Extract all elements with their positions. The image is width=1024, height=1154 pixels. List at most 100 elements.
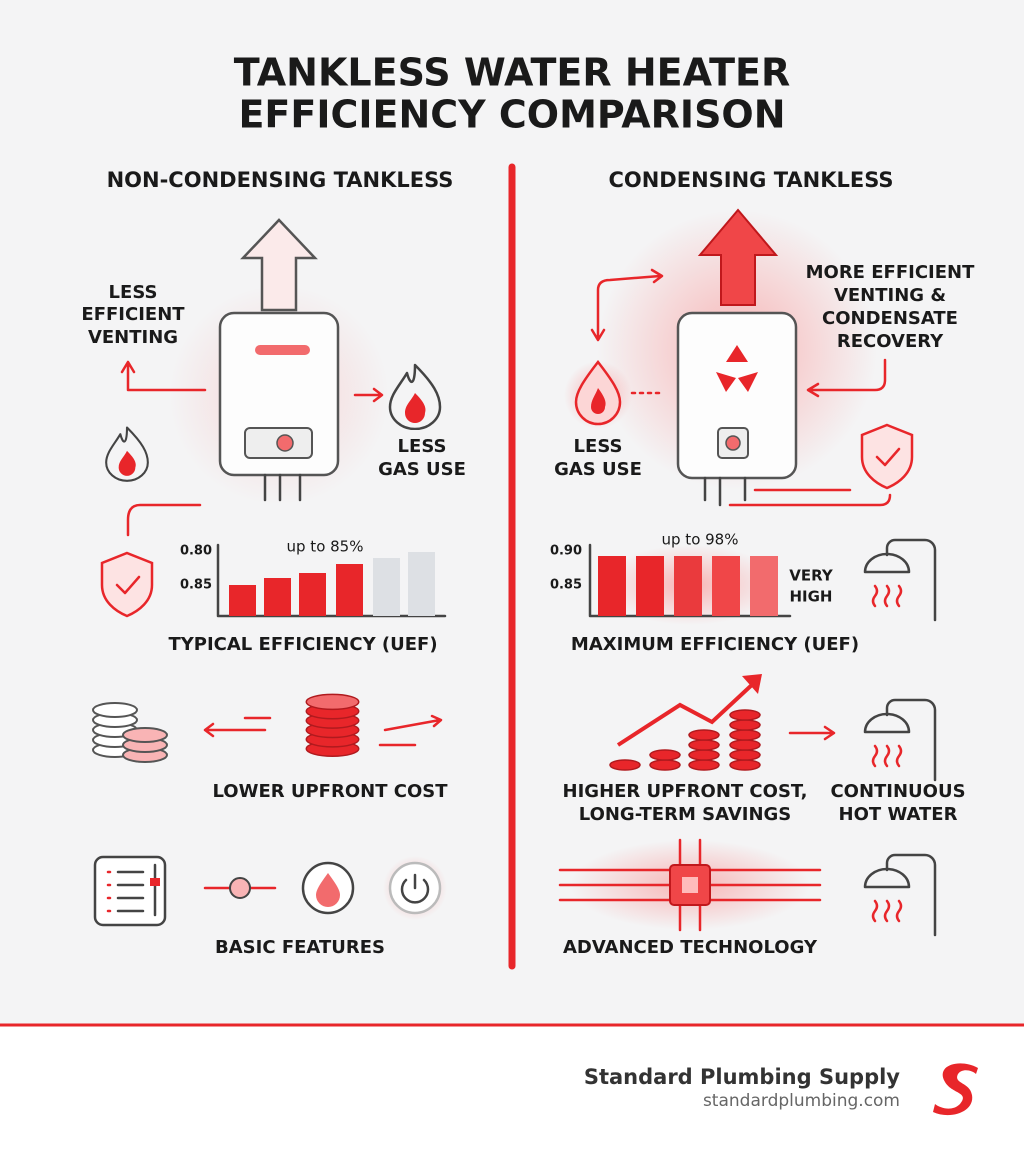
label: 0.80 — [180, 544, 212, 559]
cost-illustration-part-part — [688, 759, 720, 771]
cost-illustration-part-part — [92, 702, 138, 718]
cost-illustration-part-part — [688, 739, 720, 751]
features-illustration-part — [106, 870, 112, 913]
cost-illustration-part-part — [649, 749, 681, 761]
heater-illustration — [169, 218, 389, 505]
label: NON-CONDENSING TANKLESS — [107, 168, 454, 192]
footer-part — [0, 1025, 1024, 1154]
label: MAXIMUM EFFICIENCY (UEF) — [571, 634, 859, 655]
cost-illustration: HIGHER UPFRONT COST, LONG-TERM SAVINGS — [563, 674, 836, 825]
label: VERY — [789, 567, 834, 585]
cost-illustration-part-part — [688, 749, 720, 761]
label: HOT WATER — [839, 804, 958, 825]
cost-illustration-part-part — [729, 739, 761, 751]
cost-illustration-part-part — [729, 759, 761, 771]
cost-illustration-part — [305, 693, 360, 757]
label: EFFICIENT — [81, 304, 185, 325]
heater-illustration-part — [240, 218, 318, 312]
efficiency-chart-part — [408, 552, 435, 616]
label: Standard Plumbing Supply — [584, 1065, 900, 1089]
label: standardplumbing.com — [703, 1091, 900, 1111]
chip-illustration-part — [558, 838, 822, 932]
cost-illustration-part — [378, 714, 443, 747]
label: HIGHER UPFRONT COST, — [563, 781, 808, 802]
heater-illustration-part — [703, 476, 747, 507]
label: EFFICIENCY COMPARISON — [238, 93, 785, 137]
heater-illustration-part — [716, 345, 758, 392]
cost-illustration-part — [742, 674, 762, 694]
efficiency-chart-part — [636, 556, 664, 616]
heater-illustration-part — [728, 488, 892, 507]
label: TANKLESS WATER HEATER — [234, 51, 790, 95]
label: BASIC FEATURES — [215, 937, 385, 958]
cost-illustration: LOWER UPFRONT COST — [92, 693, 448, 802]
venting-label-part — [806, 358, 887, 398]
label: LESS — [109, 282, 158, 303]
label: CONTINUOUS — [830, 781, 965, 802]
features-illustration-part — [229, 877, 251, 899]
venting-label: LESS EFFICIENT VENTING — [81, 282, 384, 403]
efficiency-chart-part — [336, 564, 363, 616]
cost-illustration-part-part — [729, 729, 761, 741]
features-illustration-part — [400, 873, 430, 904]
title: TANKLESS WATER HEATER EFFICIENCY COMPARI… — [234, 51, 790, 137]
right-column: CONDENSING TANKLESS MORE EFFICIENT VENTI… — [550, 168, 975, 958]
chip-illustration-part — [682, 877, 698, 893]
cost-illustration-part-part — [609, 759, 641, 771]
heater-illustration-part — [255, 345, 310, 355]
label: GAS USE — [554, 459, 642, 480]
efficiency-chart-part — [598, 556, 626, 616]
cost-illustration-part-part — [729, 719, 761, 731]
heater-illustration-part — [697, 208, 779, 306]
label: MORE EFFICIENT — [806, 262, 975, 283]
cost-illustration-part — [788, 725, 836, 741]
features-illustration: BASIC FEATURES — [93, 855, 447, 958]
efficiency-chart: 0.80 0.85 up to 85% TYPICAL EFFICIENCY (… — [168, 538, 447, 655]
efficiency-chart-part — [674, 556, 702, 616]
cost-illustration-part-part — [122, 727, 168, 743]
label: 0.85 — [180, 578, 212, 593]
label: RECOVERY — [837, 331, 944, 352]
cost-illustration-part-part — [649, 759, 681, 771]
heater-illustration-part — [725, 435, 741, 451]
label: VENTING & — [834, 285, 946, 306]
cost-illustration-part — [203, 716, 272, 738]
features-illustration-part — [93, 855, 167, 927]
efficiency-chart-part — [264, 578, 291, 616]
connector — [126, 503, 202, 537]
label: VENTING — [88, 327, 178, 348]
efficiency-chart: 0.90 0.85 up to 98% VERY HIGH MAXIMUM EF… — [550, 531, 859, 656]
efficiency-chart-part — [750, 556, 778, 616]
heater-illustration-part — [263, 473, 302, 502]
cost-illustration-part-part — [729, 709, 761, 721]
label: CONDENSING TANKLESS — [608, 168, 893, 192]
efficiency-chart-part — [373, 558, 400, 616]
heater-illustration-part — [276, 434, 294, 452]
heater-illustration-part — [676, 311, 798, 480]
drop-icon-part — [591, 388, 606, 414]
label: LESS — [574, 436, 623, 457]
heater-illustration — [597, 208, 892, 507]
features-illustration-part — [150, 878, 160, 886]
footer: Standard Plumbing Supply standardplumbin… — [0, 1023, 1024, 1154]
venting-label-part — [353, 387, 384, 403]
label: TYPICAL EFFICIENCY (UEF) — [168, 634, 437, 655]
label: up to 98% — [662, 531, 739, 549]
efficiency-chart-part — [216, 543, 447, 618]
cost-illustration-part-part — [729, 749, 761, 761]
venting-label-part — [120, 360, 207, 392]
venting-label-part — [590, 268, 664, 342]
features-illustration-part — [116, 863, 157, 917]
label: GAS USE — [378, 459, 466, 480]
cost-illustration-part — [616, 680, 757, 747]
cost-illustration-part — [92, 702, 168, 763]
logo — [933, 1063, 978, 1116]
efficiency-chart-part — [229, 585, 256, 616]
label: LESS — [398, 436, 447, 457]
label: LONG-TERM SAVINGS — [579, 804, 792, 825]
label: LOWER UPFRONT COST — [212, 781, 448, 802]
label: 0.85 — [550, 578, 582, 593]
chip-illustration: ADVANCED TECHNOLOGY — [558, 838, 822, 958]
efficiency-chart-part — [299, 573, 326, 616]
